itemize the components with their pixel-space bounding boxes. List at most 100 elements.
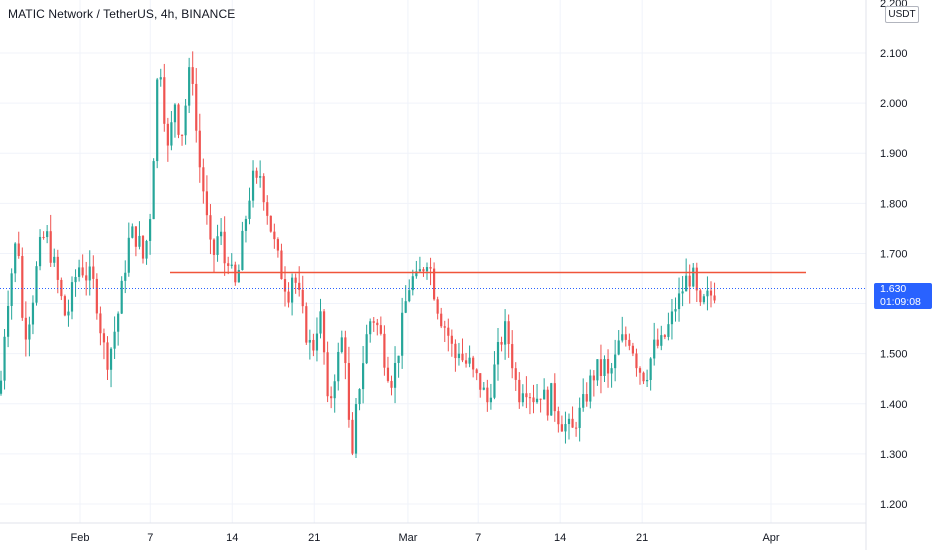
candle [692, 262, 695, 288]
candle [7, 290, 10, 348]
candle [564, 411, 567, 444]
candle [227, 256, 230, 275]
candle [425, 262, 429, 280]
candle [259, 160, 262, 188]
candle [546, 386, 549, 421]
candle [624, 326, 627, 347]
time-tick-label: 7 [475, 532, 481, 544]
time-tick-label: 14 [226, 532, 238, 544]
candle [603, 355, 606, 383]
candle [500, 336, 503, 352]
candle [205, 175, 208, 225]
candle [397, 355, 400, 378]
candle [376, 318, 379, 336]
grid [0, 0, 866, 523]
candle [301, 275, 304, 314]
candle [415, 260, 418, 279]
candle [447, 318, 450, 352]
price-tick-label: 1.800 [880, 198, 908, 210]
candle [479, 373, 482, 398]
price-axis[interactable]: 1.2001.3001.4001.5001.6001.7001.8001.900… [880, 0, 908, 511]
candle [450, 329, 453, 357]
candle [507, 314, 510, 358]
candle [525, 376, 528, 409]
candle [635, 348, 638, 377]
chart-title: MATIC Network / TetherUS, 4h, BINANCE [8, 7, 236, 21]
candle [713, 282, 716, 304]
candle [212, 238, 216, 273]
candle [244, 215, 248, 243]
candle [191, 51, 194, 96]
candle [440, 307, 443, 329]
candle [599, 344, 603, 394]
candle [109, 347, 113, 388]
candle [85, 261, 88, 296]
candle [106, 336, 109, 381]
candle [521, 384, 524, 407]
candle [287, 282, 290, 308]
currency-badge[interactable]: USDT [885, 6, 919, 23]
candle [95, 273, 98, 320]
candle [152, 158, 155, 220]
candle [315, 317, 319, 362]
candle [330, 386, 333, 409]
candle [70, 276, 74, 320]
candle [67, 299, 70, 327]
candle [53, 248, 56, 267]
candle [404, 285, 407, 314]
candle [117, 311, 120, 346]
candle [333, 374, 336, 413]
candle [156, 77, 159, 169]
candle [220, 218, 223, 246]
candle [291, 273, 294, 316]
price-tick-label: 1.700 [880, 248, 908, 260]
candle [539, 398, 542, 413]
time-axis[interactable]: Feb 7 14 21 Mar 7 14 21 Apr [71, 532, 780, 544]
candle [138, 221, 141, 250]
candle [557, 406, 560, 433]
candle [202, 158, 205, 204]
candle [28, 316, 31, 357]
candle [10, 268, 13, 320]
candle [464, 352, 468, 368]
candle [560, 415, 563, 432]
price-tick-label: 1.900 [880, 148, 908, 160]
candle [319, 298, 322, 339]
candle [337, 342, 340, 391]
candle [411, 269, 414, 296]
candle [124, 260, 127, 294]
candle [518, 372, 521, 409]
candle [653, 322, 656, 366]
candle [532, 384, 535, 414]
candle [266, 195, 269, 225]
candle [393, 346, 397, 404]
candle [195, 68, 198, 143]
candle [134, 226, 137, 257]
candle [663, 333, 666, 340]
time-tick-label: 21 [636, 532, 648, 544]
candle [688, 264, 691, 304]
candle [38, 229, 42, 271]
candle [354, 398, 358, 458]
candle [372, 317, 375, 332]
candle [656, 328, 659, 349]
candle [308, 329, 311, 360]
candle [496, 327, 500, 381]
candle [326, 341, 329, 403]
candle [702, 293, 705, 305]
candle [234, 261, 237, 286]
candle [567, 413, 571, 440]
candle [255, 167, 258, 184]
candle [418, 256, 421, 272]
candle [127, 222, 130, 277]
candle [92, 255, 95, 289]
candle [166, 117, 169, 162]
candle [180, 134, 184, 146]
candle [17, 231, 20, 259]
candle [21, 247, 24, 321]
candle [170, 111, 173, 151]
candle [131, 223, 134, 239]
candle [606, 349, 610, 388]
